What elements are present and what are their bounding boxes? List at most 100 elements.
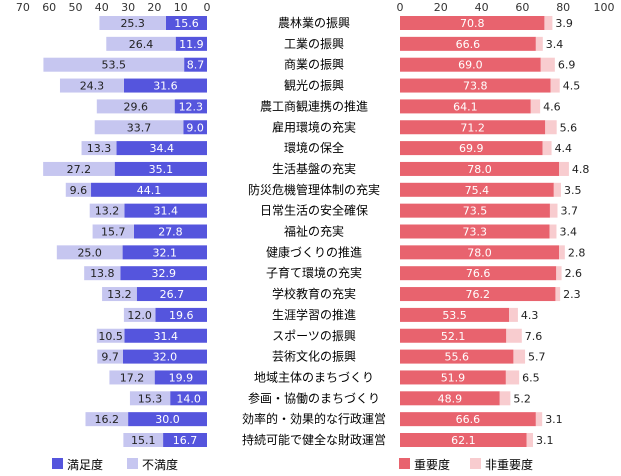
label-dissatisfaction: 13.8 xyxy=(90,267,115,280)
bar-importance xyxy=(400,412,536,427)
bar-non-importance xyxy=(559,161,569,176)
label-non-importance: 2.8 xyxy=(568,246,586,259)
label-satisfaction: 27.8 xyxy=(158,226,183,239)
legend-satisfaction-label: 満足度 xyxy=(67,457,103,472)
label-importance: 71.2 xyxy=(460,121,485,134)
label-dissatisfaction: 27.2 xyxy=(67,163,92,176)
bar-importance xyxy=(400,120,546,135)
label-non-importance: 3.4 xyxy=(559,226,577,239)
bar-non-importance xyxy=(553,182,561,197)
bar-dissatisfaction xyxy=(85,412,129,427)
label-satisfaction: 19.6 xyxy=(169,309,194,322)
label-non-importance: 4.3 xyxy=(521,309,539,322)
bar-dissatisfaction xyxy=(109,370,155,385)
bar-dissatisfaction xyxy=(102,287,137,302)
label-satisfaction: 8.7 xyxy=(187,59,205,72)
category-label: 環境の保全 xyxy=(284,140,344,155)
legend-satisfaction-swatch xyxy=(52,458,63,469)
legend-importance-swatch xyxy=(399,458,410,469)
bar-importance xyxy=(400,99,531,114)
label-non-importance: 3.1 xyxy=(536,434,554,447)
label-non-importance: 6.5 xyxy=(522,371,540,384)
label-dissatisfaction: 53.5 xyxy=(102,59,127,72)
category-label: 効率的・効果的な行政運営 xyxy=(242,411,386,426)
left-tick-label: 20 xyxy=(147,1,161,14)
category-label: 福祉の充実 xyxy=(284,224,344,239)
label-non-importance: 7.6 xyxy=(525,330,543,343)
bar-importance xyxy=(400,287,556,302)
right-tick-label: 40 xyxy=(475,1,489,14)
right-axis-ticks: 0 20 40 60 80 100 xyxy=(397,1,615,14)
bar-non-importance xyxy=(549,224,557,239)
bar-satisfaction xyxy=(128,412,207,427)
category-label: 工業の振興 xyxy=(284,37,344,51)
bar-dissatisfaction xyxy=(59,78,124,93)
label-non-importance: 3.9 xyxy=(555,17,573,30)
bar-non-importance xyxy=(544,16,553,30)
label-dissatisfaction: 9.7 xyxy=(101,351,119,364)
label-satisfaction: 44.1 xyxy=(137,184,162,197)
bar-importance xyxy=(400,433,527,447)
bar-dissatisfaction xyxy=(123,307,156,322)
bar-satisfaction xyxy=(165,16,207,30)
label-importance: 51.9 xyxy=(441,371,466,384)
category-label: 持続可能で健全な財政運営 xyxy=(242,432,386,447)
label-importance: 78.0 xyxy=(467,246,492,259)
bar-importance xyxy=(400,203,550,218)
bar-dissatisfaction xyxy=(65,182,92,197)
label-satisfaction: 35.1 xyxy=(149,163,174,176)
category-label: 商業の振興 xyxy=(284,57,344,72)
label-satisfaction: 32.1 xyxy=(153,246,178,259)
bar-importance xyxy=(400,328,507,343)
bar-satisfaction xyxy=(170,391,207,406)
label-satisfaction: 32.9 xyxy=(151,267,176,280)
label-importance: 64.1 xyxy=(453,100,478,113)
label-satisfaction: 11.9 xyxy=(179,38,204,51)
label-importance: 70.8 xyxy=(460,17,485,30)
right-tick-label: 20 xyxy=(434,1,448,14)
label-dissatisfaction: 9.6 xyxy=(70,184,88,197)
label-dissatisfaction: 12.0 xyxy=(127,309,152,322)
label-satisfaction: 30.0 xyxy=(155,413,180,426)
label-importance: 66.6 xyxy=(456,413,481,426)
bar-satisfaction xyxy=(133,224,207,239)
bar-satisfaction xyxy=(124,203,207,218)
legend-dissatisfaction-swatch xyxy=(127,458,138,469)
label-non-importance: 3.1 xyxy=(545,413,563,426)
bar-satisfaction xyxy=(136,287,207,302)
bar-importance xyxy=(400,16,545,30)
left-tick-label: 30 xyxy=(121,1,135,14)
right-tick-label: 80 xyxy=(556,1,570,14)
bar-non-importance xyxy=(535,36,543,51)
label-importance: 52.1 xyxy=(441,330,466,343)
category-label: 観光の振興 xyxy=(284,79,344,93)
bar-dissatisfaction xyxy=(94,120,184,135)
bar-dissatisfaction xyxy=(92,224,134,239)
label-satisfaction: 16.7 xyxy=(173,434,198,447)
bar-dissatisfaction xyxy=(84,266,121,281)
label-dissatisfaction: 13.3 xyxy=(87,142,112,155)
label-non-importance: 4.5 xyxy=(563,80,581,93)
bar-importance xyxy=(400,57,541,72)
label-satisfaction: 31.4 xyxy=(153,205,178,218)
label-non-importance: 4.8 xyxy=(572,163,590,176)
bar-non-importance xyxy=(505,370,520,385)
left-tick-label: 0 xyxy=(204,1,211,14)
bar-satisfaction xyxy=(123,78,207,93)
label-importance: 76.2 xyxy=(465,288,490,301)
label-non-importance: 3.5 xyxy=(564,184,582,197)
label-importance: 73.5 xyxy=(463,205,488,218)
bar-non-importance xyxy=(499,391,511,406)
bar-satisfaction xyxy=(183,120,207,135)
left-tick-label: 40 xyxy=(95,1,109,14)
label-dissatisfaction: 24.3 xyxy=(80,80,105,93)
bar-dissatisfaction xyxy=(129,391,171,406)
label-non-importance: 3.7 xyxy=(560,205,578,218)
label-satisfaction: 31.6 xyxy=(153,80,178,93)
right-tick-label: 100 xyxy=(594,1,615,14)
label-importance: 73.3 xyxy=(463,226,488,239)
bar-non-importance xyxy=(556,266,562,281)
bar-dissatisfaction xyxy=(43,57,185,72)
bar-importance xyxy=(400,391,500,406)
